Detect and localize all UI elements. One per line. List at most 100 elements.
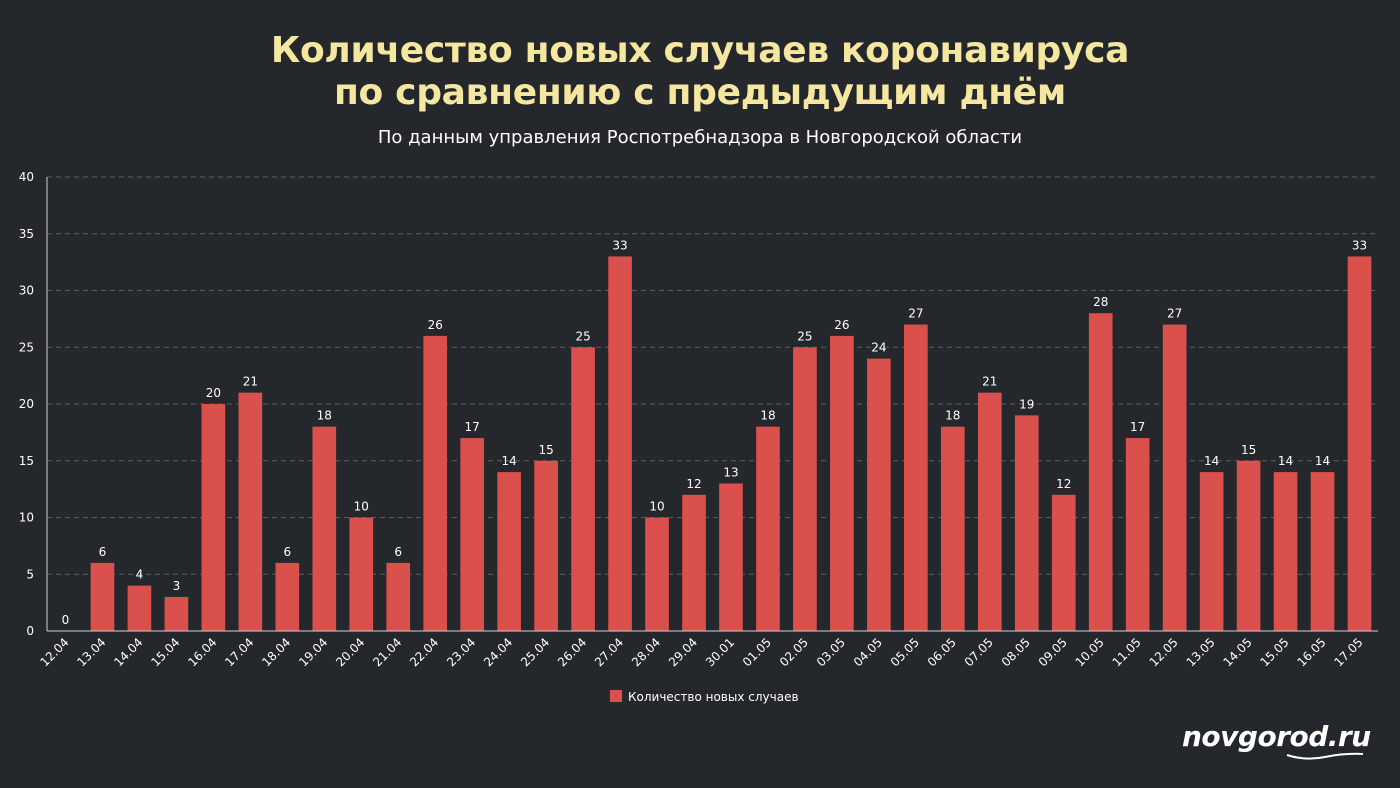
data-label: 10 bbox=[649, 500, 664, 514]
brand-underline-mark bbox=[1286, 752, 1364, 760]
data-label: 21 bbox=[982, 375, 997, 389]
data-label: 6 bbox=[283, 545, 291, 559]
x-tick-label: 28.04 bbox=[629, 635, 663, 669]
bar[interactable] bbox=[608, 256, 632, 631]
bar[interactable] bbox=[1347, 256, 1372, 631]
x-tick-label: 12.05 bbox=[1147, 635, 1181, 669]
y-tick-label: 30 bbox=[19, 284, 34, 298]
x-tick-label: 14.05 bbox=[1221, 635, 1255, 669]
bar[interactable] bbox=[275, 562, 300, 631]
data-label: 33 bbox=[612, 238, 627, 252]
data-label: 20 bbox=[206, 386, 221, 400]
data-label: 19 bbox=[1019, 397, 1034, 411]
bar[interactable] bbox=[719, 483, 743, 631]
x-tick-label: 26.04 bbox=[555, 635, 589, 669]
bar[interactable] bbox=[386, 562, 411, 631]
bar[interactable] bbox=[1014, 415, 1039, 631]
bar[interactable] bbox=[423, 335, 448, 631]
data-label: 25 bbox=[797, 329, 812, 343]
bar[interactable] bbox=[1162, 324, 1187, 631]
x-tick-label: 29.04 bbox=[666, 635, 700, 669]
x-tick-label: 02.05 bbox=[777, 635, 811, 669]
data-label: 28 bbox=[1093, 295, 1108, 309]
x-tick-label: 21.04 bbox=[370, 635, 404, 669]
y-tick-label: 5 bbox=[26, 567, 34, 581]
data-label: 18 bbox=[317, 409, 332, 423]
x-tick-label: 25.04 bbox=[518, 635, 552, 669]
data-label: 17 bbox=[465, 420, 480, 434]
x-tick-label: 13.05 bbox=[1184, 635, 1218, 669]
x-axis-tick-labels: 12.04 13.04 14.04 15.04 16.04 17.04 18.04 19.04… bbox=[37, 635, 1365, 669]
bar[interactable] bbox=[90, 562, 115, 631]
data-label: 17 bbox=[1130, 420, 1145, 434]
data-label: 24 bbox=[871, 341, 886, 355]
bar[interactable] bbox=[571, 347, 595, 631]
x-tick-label: 24.04 bbox=[481, 635, 515, 669]
data-label: 12 bbox=[1056, 477, 1071, 491]
data-label: 0 bbox=[62, 613, 70, 627]
bar[interactable] bbox=[682, 494, 706, 631]
bar[interactable] bbox=[238, 392, 263, 631]
bar[interactable] bbox=[793, 347, 817, 631]
bar[interactable] bbox=[830, 335, 854, 631]
data-label: 3 bbox=[173, 579, 181, 593]
x-tick-label: 08.05 bbox=[999, 635, 1033, 669]
bar[interactable] bbox=[940, 426, 965, 631]
data-label: 15 bbox=[538, 443, 553, 457]
bar[interactable] bbox=[1051, 494, 1076, 631]
grid-lines bbox=[47, 176, 1378, 575]
x-tick-label: 17.04 bbox=[222, 635, 256, 669]
y-tick-label: 10 bbox=[19, 511, 34, 525]
y-axis-tick-labels: 0 5 10 15 20 25 30 35 40 bbox=[19, 170, 34, 638]
data-label: 14 bbox=[502, 454, 517, 468]
legend[interactable]: Количество новых случаев bbox=[610, 690, 799, 704]
bar[interactable] bbox=[497, 472, 521, 631]
bar[interactable] bbox=[1273, 472, 1298, 631]
data-label: 14 bbox=[1315, 454, 1330, 468]
bar[interactable] bbox=[201, 404, 226, 631]
bar[interactable] bbox=[1199, 472, 1224, 631]
x-tick-label: 09.05 bbox=[1036, 635, 1070, 669]
data-label: 6 bbox=[99, 545, 107, 559]
bar[interactable] bbox=[977, 392, 1002, 631]
x-tick-label: 15.04 bbox=[148, 635, 182, 669]
data-label: 13 bbox=[723, 465, 738, 479]
legend-label: Количество новых случаев bbox=[628, 690, 799, 704]
x-tick-label: 27.04 bbox=[592, 635, 626, 669]
data-label: 27 bbox=[1167, 307, 1182, 321]
x-tick-label: 16.04 bbox=[185, 635, 219, 669]
bar[interactable] bbox=[645, 517, 669, 632]
bar[interactable] bbox=[312, 426, 337, 631]
bar[interactable] bbox=[1125, 438, 1150, 631]
bar[interactable] bbox=[1310, 472, 1335, 631]
x-tick-label: 30.01 bbox=[703, 635, 737, 669]
data-label: 26 bbox=[834, 318, 849, 332]
data-labels: 0 6 4 3 20 21 6 18 10 6 26 17 14 15 25 33 10 12 13 18 25 26 24… bbox=[62, 238, 1367, 627]
bar[interactable] bbox=[349, 517, 374, 632]
x-tick-label: 03.05 bbox=[814, 635, 848, 669]
bar[interactable] bbox=[904, 324, 928, 631]
x-tick-label: 01.05 bbox=[740, 635, 774, 669]
bar[interactable] bbox=[1088, 313, 1113, 631]
x-tick-label: 20.04 bbox=[333, 635, 367, 669]
bar[interactable] bbox=[460, 438, 485, 631]
x-tick-label: 23.04 bbox=[444, 635, 478, 669]
chart-title: Количество новых случаев коронавируса по… bbox=[0, 30, 1400, 114]
data-label: 14 bbox=[1278, 454, 1293, 468]
bar[interactable] bbox=[164, 596, 189, 631]
data-label: 25 bbox=[575, 329, 590, 343]
x-tick-label: 14.04 bbox=[111, 635, 145, 669]
x-tick-label: 16.05 bbox=[1294, 635, 1328, 669]
y-tick-label: 25 bbox=[19, 340, 34, 354]
x-tick-label: 18.04 bbox=[259, 635, 293, 669]
bar[interactable] bbox=[127, 585, 152, 631]
bar[interactable] bbox=[534, 460, 558, 631]
x-tick-label: 15.05 bbox=[1257, 635, 1291, 669]
x-tick-label: 22.04 bbox=[407, 635, 441, 669]
data-label: 15 bbox=[1241, 443, 1256, 457]
bar[interactable] bbox=[867, 358, 891, 631]
x-tick-label: 12.04 bbox=[37, 635, 71, 669]
bar[interactable] bbox=[756, 426, 780, 631]
y-tick-label: 20 bbox=[19, 397, 34, 411]
bar[interactable] bbox=[1236, 460, 1261, 631]
